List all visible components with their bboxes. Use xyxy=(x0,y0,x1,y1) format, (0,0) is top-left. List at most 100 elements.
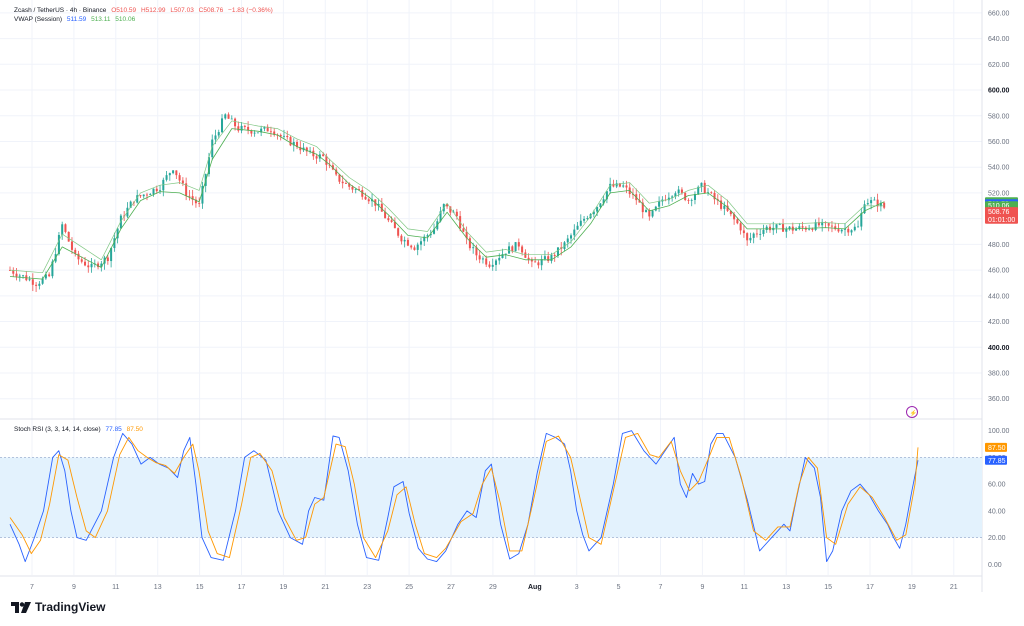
candle[interactable] xyxy=(785,228,788,232)
candle[interactable] xyxy=(279,134,282,137)
candle[interactable] xyxy=(364,196,367,200)
candle[interactable] xyxy=(733,214,736,220)
stoch-axis-tag[interactable] xyxy=(985,455,1007,465)
candle[interactable] xyxy=(70,241,73,250)
candle[interactable] xyxy=(90,263,93,268)
candle[interactable] xyxy=(498,257,501,261)
candle[interactable] xyxy=(674,193,677,197)
candle[interactable] xyxy=(612,183,615,187)
candle[interactable] xyxy=(693,194,696,200)
candle[interactable] xyxy=(286,135,289,138)
vwap-legend[interactable]: VWAP (Session) 511.59 513.11 510.06 xyxy=(14,15,138,24)
candle[interactable] xyxy=(387,218,390,221)
candle[interactable] xyxy=(508,246,511,254)
candle[interactable] xyxy=(266,126,269,132)
candle[interactable] xyxy=(583,218,586,221)
candle[interactable] xyxy=(749,237,752,241)
price-axis-tag[interactable] xyxy=(985,214,1018,224)
candle[interactable] xyxy=(478,255,481,260)
candle[interactable] xyxy=(651,210,654,217)
candle[interactable] xyxy=(335,169,338,175)
candle[interactable] xyxy=(31,279,34,285)
candle[interactable] xyxy=(410,245,413,248)
candle[interactable] xyxy=(273,131,276,135)
candle[interactable] xyxy=(876,199,879,207)
candle[interactable] xyxy=(61,224,64,235)
candle[interactable] xyxy=(713,192,716,200)
candle[interactable] xyxy=(622,185,625,187)
candle[interactable] xyxy=(207,157,210,175)
candle[interactable] xyxy=(638,200,641,203)
candle[interactable] xyxy=(100,263,103,268)
candle[interactable] xyxy=(465,231,468,239)
candle[interactable] xyxy=(843,228,847,230)
candle[interactable] xyxy=(214,135,217,140)
candle[interactable] xyxy=(468,238,471,249)
candle[interactable] xyxy=(570,235,573,239)
candle[interactable] xyxy=(782,223,785,232)
candle[interactable] xyxy=(501,254,504,258)
candle[interactable] xyxy=(586,218,589,219)
candle[interactable] xyxy=(840,229,843,232)
candle[interactable] xyxy=(354,189,357,190)
candle[interactable] xyxy=(22,275,25,277)
candle[interactable] xyxy=(667,197,670,201)
candle[interactable] xyxy=(576,225,579,230)
candle[interactable] xyxy=(67,231,70,242)
candle[interactable] xyxy=(752,233,755,238)
candle[interactable] xyxy=(817,222,820,226)
candle[interactable] xyxy=(847,228,850,233)
candle[interactable] xyxy=(38,283,41,286)
candle[interactable] xyxy=(191,196,194,200)
candle[interactable] xyxy=(172,170,175,174)
candle[interactable] xyxy=(289,137,292,146)
candle[interactable] xyxy=(426,235,429,237)
candle[interactable] xyxy=(221,118,224,133)
candle[interactable] xyxy=(618,183,621,187)
candle[interactable] xyxy=(768,226,771,231)
candle[interactable] xyxy=(821,221,824,226)
candle[interactable] xyxy=(710,192,713,194)
candle[interactable] xyxy=(641,202,644,213)
candle[interactable] xyxy=(400,235,403,242)
candle[interactable] xyxy=(697,186,700,195)
candle[interactable] xyxy=(44,274,47,279)
candle[interactable] xyxy=(74,249,77,254)
candle[interactable] xyxy=(615,183,618,187)
candle[interactable] xyxy=(677,189,680,194)
candle[interactable] xyxy=(755,233,758,235)
candle[interactable] xyxy=(648,210,651,217)
candle[interactable] xyxy=(260,128,263,133)
alert-icon[interactable] xyxy=(906,406,918,418)
candle[interactable] xyxy=(247,126,250,131)
candle[interactable] xyxy=(211,139,214,158)
candle[interactable] xyxy=(439,211,442,222)
candle[interactable] xyxy=(433,229,436,234)
candle[interactable] xyxy=(446,204,449,207)
candle[interactable] xyxy=(573,229,576,236)
candle[interactable] xyxy=(269,131,272,133)
candle[interactable] xyxy=(80,259,83,262)
candle[interactable] xyxy=(139,195,142,197)
candle[interactable] xyxy=(879,202,882,207)
candle[interactable] xyxy=(397,228,400,236)
stoch-axis-tag[interactable] xyxy=(985,442,1007,452)
candle[interactable] xyxy=(553,254,556,256)
candle[interactable] xyxy=(256,132,259,134)
candle[interactable] xyxy=(315,156,318,159)
candle[interactable] xyxy=(527,257,530,260)
candle[interactable] xyxy=(742,230,745,234)
candle[interactable] xyxy=(41,278,44,284)
candle[interactable] xyxy=(596,207,599,212)
candle[interactable] xyxy=(201,185,204,204)
candle[interactable] xyxy=(48,274,51,277)
candle[interactable] xyxy=(181,180,184,184)
candle[interactable] xyxy=(687,200,690,201)
candle[interactable] xyxy=(775,224,778,228)
candle[interactable] xyxy=(390,220,393,222)
candle[interactable] xyxy=(377,203,380,206)
candle[interactable] xyxy=(416,244,419,250)
candle[interactable] xyxy=(113,238,116,249)
tradingview-logo[interactable]: TradingView xyxy=(11,600,105,614)
